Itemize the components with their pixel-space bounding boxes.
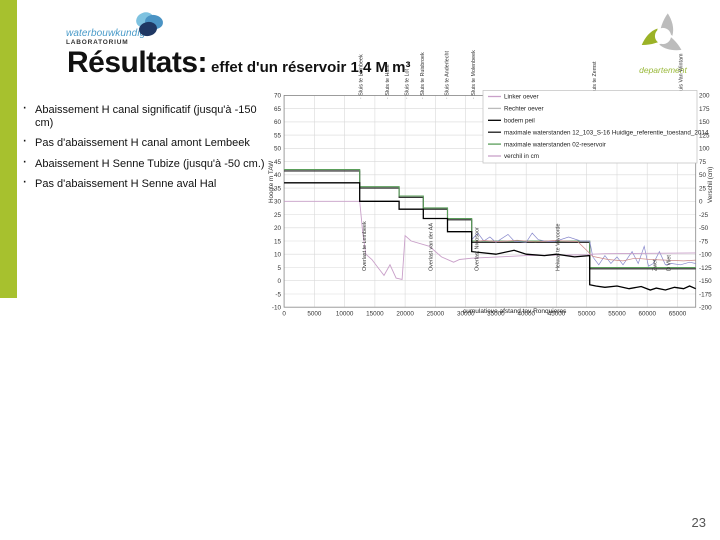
svg-text:· Sluis te Lembeek: · Sluis te Lembeek <box>358 54 364 99</box>
svg-text:75: 75 <box>699 159 707 166</box>
svg-text:20: 20 <box>274 225 282 232</box>
svg-text:-75: -75 <box>699 238 709 245</box>
svg-text:60000: 60000 <box>638 311 656 318</box>
svg-text:15: 15 <box>274 238 282 245</box>
svg-text:· Sluis te Ruisbroek: · Sluis te Ruisbroek <box>420 52 426 99</box>
svg-text:Overlast van der AA: Overlast van der AA <box>429 223 435 271</box>
svg-text:D Vliet: D Vliet <box>666 255 672 271</box>
svg-text:bodem peil: bodem peil <box>504 118 535 125</box>
svg-text:20000: 20000 <box>396 311 414 318</box>
svg-text:-175: -175 <box>699 291 712 298</box>
svg-text:0: 0 <box>282 311 286 318</box>
svg-text:-100: -100 <box>699 252 712 259</box>
svg-text:50: 50 <box>274 146 282 153</box>
svg-text:maximale waterstanden 12_103_S: maximale waterstanden 12_103_S-16 Huidig… <box>504 129 709 136</box>
svg-text:25: 25 <box>699 185 707 192</box>
svg-text:· Sluis te Halle: · Sluis te Halle <box>385 64 391 99</box>
svg-text:5000: 5000 <box>307 311 322 318</box>
svg-text:50000: 50000 <box>578 311 596 318</box>
svg-text:65000: 65000 <box>669 311 687 318</box>
svg-text:-5: -5 <box>275 291 281 298</box>
svg-text:30: 30 <box>274 199 282 206</box>
svg-text:40: 40 <box>274 172 282 179</box>
svg-text:55: 55 <box>274 132 282 139</box>
svg-text:60: 60 <box>274 119 282 126</box>
svg-text:cumulatieve afstand tov Ronqu: cumulatieve afstand tov Ronquieres <box>463 308 567 315</box>
svg-text:-50: -50 <box>699 225 709 232</box>
svg-text:45: 45 <box>274 159 282 166</box>
svg-text:70: 70 <box>274 93 282 100</box>
svg-text:65: 65 <box>274 106 282 113</box>
svg-text:35: 35 <box>274 185 282 192</box>
svg-text:15000: 15000 <box>366 311 384 318</box>
svg-text:verchil in cm: verchil in cm <box>504 153 539 160</box>
svg-text:175: 175 <box>699 106 710 113</box>
svg-text:100: 100 <box>699 146 710 153</box>
svg-text:Rechter oever: Rechter oever <box>504 106 544 113</box>
svg-text:· Sluis te Lot: · Sluis te Lot <box>404 69 410 99</box>
svg-text:-150: -150 <box>699 278 712 285</box>
svg-text:5: 5 <box>277 265 281 272</box>
svg-text:Hoogte m TAW: Hoogte m TAW <box>268 161 275 203</box>
svg-text:55000: 55000 <box>608 311 626 318</box>
svg-text:Heiwas te Vilvoorde: Heiwas te Vilvoorde <box>556 223 562 271</box>
svg-text:Overlast Nroosoor: Overlast Nroosoor <box>475 227 481 271</box>
svg-text:10000: 10000 <box>336 311 354 318</box>
svg-text:0: 0 <box>277 278 281 285</box>
svg-text:Overlast te Lembeek: Overlast te Lembeek <box>362 221 368 271</box>
svg-text:10: 10 <box>274 252 282 259</box>
svg-text:· Sluis te Anderlecht: · Sluis te Anderlecht <box>444 51 450 99</box>
svg-text:· Sluis te Molenbeek: · Sluis te Molenbeek <box>471 50 477 99</box>
svg-text:200: 200 <box>699 93 710 100</box>
svg-text:Linker oever: Linker oever <box>504 94 539 101</box>
svg-text:150: 150 <box>699 119 710 126</box>
svg-text:50: 50 <box>699 172 707 179</box>
svg-text:-200: -200 <box>699 305 712 312</box>
svg-text:-10: -10 <box>272 305 282 312</box>
svg-text:25000: 25000 <box>427 311 445 318</box>
svg-text:-25: -25 <box>699 212 709 219</box>
svg-text:maximale waterstanden 02-reser: maximale waterstanden 02-reservoir <box>504 141 606 148</box>
svg-text:25: 25 <box>274 212 282 219</box>
svg-text:Verschil (cm): Verschil (cm) <box>707 167 714 203</box>
svg-text:0: 0 <box>699 199 703 206</box>
svg-text:-125: -125 <box>699 265 712 272</box>
svg-text:Zwet: Zwet <box>653 259 659 271</box>
